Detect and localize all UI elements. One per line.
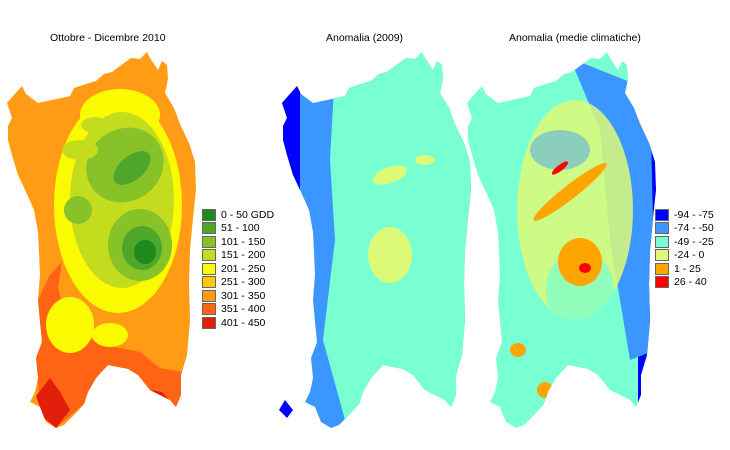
legend-label: 1 - 25 — [674, 262, 701, 275]
legend-swatch — [202, 262, 216, 275]
legend-swatch — [202, 208, 216, 221]
legend-label: 151 - 200 — [221, 249, 266, 262]
legend-label: 0 - 50 GDD — [221, 208, 275, 221]
map-anomaly-2009 — [279, 52, 471, 428]
legend-item: -74 - -50 — [655, 222, 714, 236]
legend-swatch — [202, 316, 216, 329]
legend-label: 351 - 400 — [221, 303, 266, 316]
legend-item: 26 - 40 — [655, 276, 714, 290]
legend-item: 201 - 250 — [202, 262, 274, 276]
legend-swatch — [202, 289, 216, 302]
legend-label: 251 - 300 — [221, 276, 266, 289]
legend-label: -74 - -50 — [674, 222, 714, 235]
legend-label: 51 - 100 — [221, 222, 260, 235]
legend-swatch — [202, 235, 216, 248]
legend-item: 251 - 300 — [202, 276, 274, 290]
legend-swatch — [655, 208, 669, 221]
legend-label: 301 - 350 — [221, 289, 266, 302]
legend-item: 301 - 350 — [202, 289, 274, 303]
legend-gdd: 0 - 50 GDD 51 - 100 101 - 150 151 - 200 201 … — [202, 208, 274, 330]
legend-item: 1 - 25 — [655, 262, 714, 276]
legend-item: -24 - 0 — [655, 249, 714, 263]
legend-label: -94 - -75 — [674, 208, 714, 221]
legend-item: 0 - 50 GDD — [202, 208, 274, 222]
legend-swatch — [655, 249, 669, 262]
legend-label: 101 - 150 — [221, 235, 266, 248]
legend-swatch — [655, 262, 669, 275]
legend-item: 401 - 450 — [202, 316, 274, 330]
legend-label: -24 - 0 — [674, 249, 705, 262]
panel-title-gdd: Ottobre - Dicembre 2010 — [50, 32, 166, 44]
legend-item: 101 - 150 — [202, 235, 274, 249]
map-gdd — [7, 52, 196, 428]
legend-swatch — [655, 222, 669, 235]
legend-label: -49 - -25 — [674, 235, 714, 248]
legend-swatch — [655, 276, 669, 289]
legend-swatch — [202, 303, 216, 316]
legend-item: -49 - -25 — [655, 235, 714, 249]
legend-swatch — [202, 222, 216, 235]
legend-label: 201 - 250 — [221, 262, 266, 275]
legend-swatch — [202, 249, 216, 262]
legend-item: -94 - -75 — [655, 208, 714, 222]
legend-item: 51 - 100 — [202, 222, 274, 236]
legend-swatch — [202, 276, 216, 289]
map-anomaly-climate — [467, 52, 656, 428]
legend-label: 26 - 40 — [674, 276, 707, 289]
legend-swatch — [655, 235, 669, 248]
legend-label: 401 - 450 — [221, 316, 266, 329]
panel-title-anomaly-2009: Anomalia (2009) — [326, 32, 404, 44]
panel-title-anomaly-climate: Anomalia (medie climatiche) — [509, 32, 641, 44]
legend-item: 151 - 200 — [202, 249, 274, 263]
legend-item: 351 - 400 — [202, 303, 274, 317]
